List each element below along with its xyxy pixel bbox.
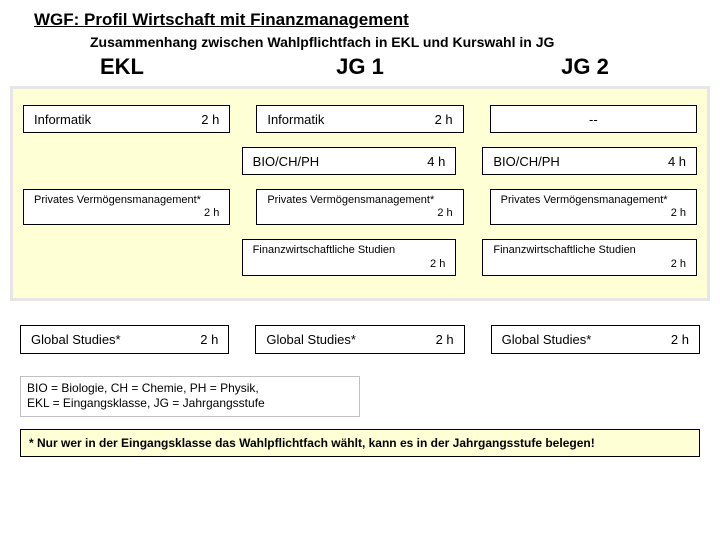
spacer [23,147,216,175]
cell-ekl-informatik: Informatik 2 h [23,105,230,133]
header-ekl: EKL [0,54,240,80]
legend-line-1: BIO = Biologie, CH = Chemie, PH = Physik… [27,381,353,397]
page-title: WGF: Profil Wirtschaft mit Finanzmanagem… [0,0,720,32]
label: Privates Vermögensmanagement* [34,194,219,207]
hours: 2 h [671,207,686,220]
label: Global Studies* [31,332,121,347]
hours: 2 h [435,112,453,127]
label: BIO/CH/PH [253,154,319,169]
hours: 2 h [200,332,218,347]
legend-box: BIO = Biologie, CH = Chemie, PH = Physik… [20,376,360,417]
row-biochph: BIO/CH/PH 4 h BIO/CH/PH 4 h [23,147,697,175]
header-jg1: JG 1 [240,54,480,80]
label: Privates Vermögensmanagement* [267,194,452,207]
row-pvm: Privates Vermögensmanagement* 2 h Privat… [23,189,697,225]
cell-jg1-fws: Finanzwirtschaftliche Studien 2 h [242,239,457,275]
footnote-box: * Nur wer in der Eingangsklasse das Wahl… [20,429,700,457]
cell-jg2-informatik: -- [490,105,697,133]
page-subtitle: Zusammenhang zwischen Wahlpflichtfach in… [0,32,720,54]
cell-jg1-global: Global Studies* 2 h [255,325,464,354]
cell-ekl-global: Global Studies* 2 h [20,325,229,354]
hours: 2 h [437,207,452,220]
cell-jg2-fws: Finanzwirtschaftliche Studien 2 h [482,239,697,275]
label: Informatik [34,112,91,127]
label: BIO/CH/PH [493,154,559,169]
label: Global Studies* [502,332,592,347]
cell-jg1-biochph: BIO/CH/PH 4 h [242,147,457,175]
cell-jg2-biochph: BIO/CH/PH 4 h [482,147,697,175]
hours: 2 h [671,258,686,271]
cell-ekl-pvm: Privates Vermögensmanagement* 2 h [23,189,230,225]
label: Global Studies* [266,332,356,347]
label: Finanzwirtschaftliche Studien [493,244,686,257]
hours: 4 h [427,154,445,169]
spacer [23,239,216,275]
hours: 2 h [436,332,454,347]
cell-jg2-global: Global Studies* 2 h [491,325,700,354]
label: Informatik [267,112,324,127]
header-jg2: JG 2 [480,54,720,80]
hours: 2 h [671,332,689,347]
cell-jg2-pvm: Privates Vermögensmanagement* 2 h [490,189,697,225]
column-headers: EKL JG 1 JG 2 [0,54,720,86]
hours: 4 h [668,154,686,169]
label: Finanzwirtschaftliche Studien [253,244,446,257]
label: Privates Vermögensmanagement* [501,194,686,207]
row-informatik: Informatik 2 h Informatik 2 h -- [23,105,697,133]
label: -- [589,112,598,127]
row-global-studies: Global Studies* 2 h Global Studies* 2 h … [20,325,700,354]
main-panel: Informatik 2 h Informatik 2 h -- BIO/CH/… [10,86,710,301]
legend-line-2: EKL = Eingangsklasse, JG = Jahrgangsstuf… [27,396,353,412]
cell-jg1-informatik: Informatik 2 h [256,105,463,133]
hours: 2 h [204,207,219,220]
cell-jg1-pvm: Privates Vermögensmanagement* 2 h [256,189,463,225]
row-fws: Finanzwirtschaftliche Studien 2 h Finanz… [23,239,697,275]
hours: 2 h [201,112,219,127]
hours: 2 h [430,258,445,271]
